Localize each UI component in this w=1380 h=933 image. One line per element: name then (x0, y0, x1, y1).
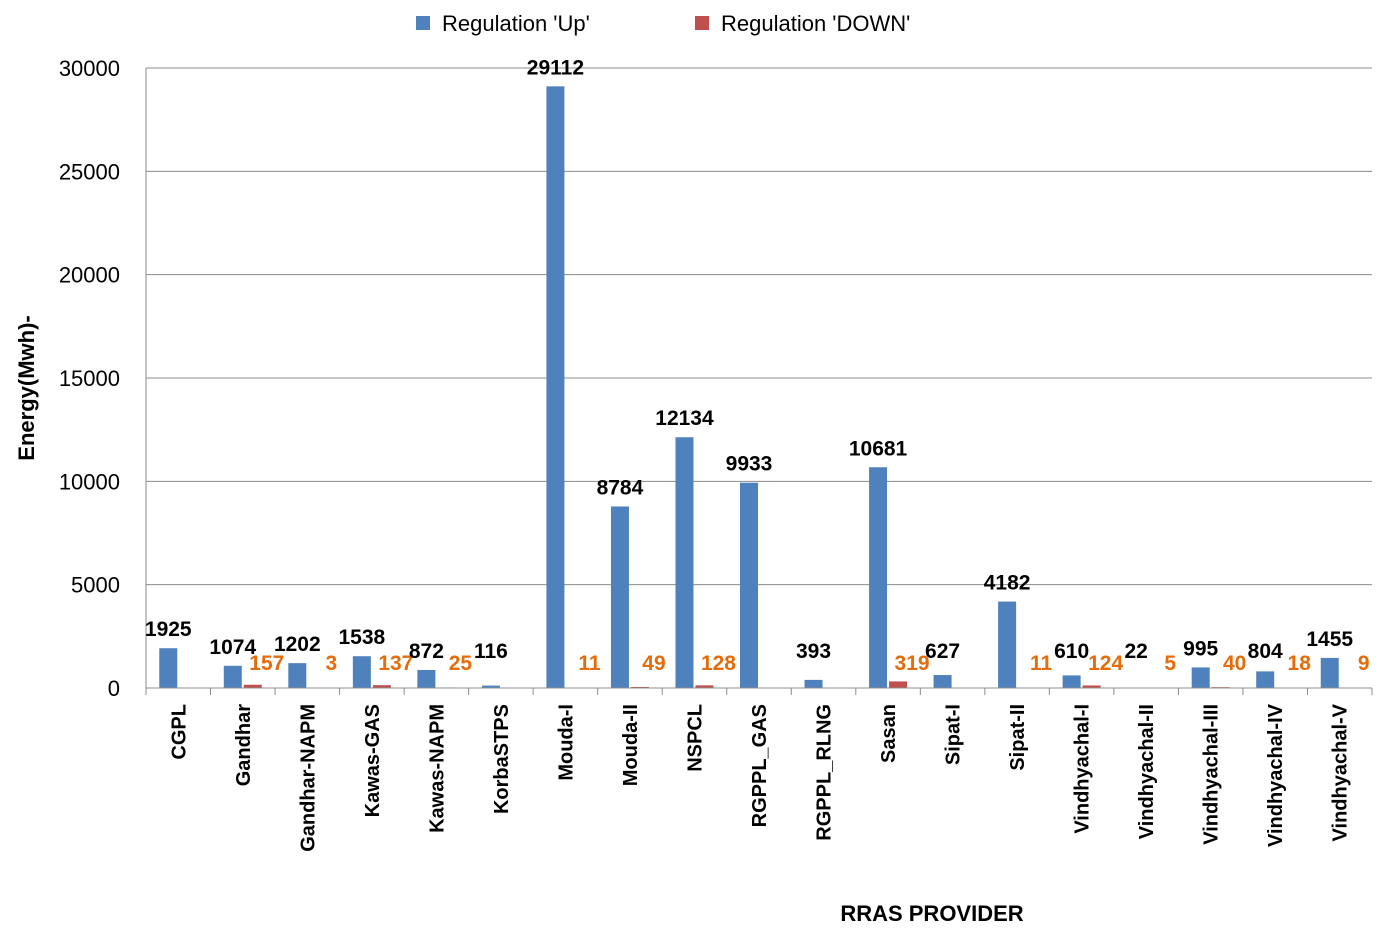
data-label-up: 995 (1183, 637, 1218, 660)
data-label-up: 1925 (145, 618, 192, 641)
data-label-up: 610 (1054, 640, 1089, 663)
x-tick-label: Vindhyachal-III (1201, 704, 1223, 845)
x-tick-label: Sipat-I (943, 704, 965, 765)
data-label-up: 872 (409, 640, 444, 663)
data-label-up: 22 (1124, 640, 1147, 663)
bar-regulation-up (546, 86, 564, 688)
bar-regulation-up (1192, 667, 1210, 688)
legend: Regulation 'Up' Regulation 'DOWN' (416, 11, 910, 36)
bar-regulation-up (1063, 675, 1081, 688)
x-tick-label: Mouda-II (620, 704, 642, 786)
y-tick-label: 5000 (71, 573, 120, 598)
bar-regulation-up (288, 663, 306, 688)
y-tick-label: 0 (108, 676, 120, 701)
data-label-up: 1455 (1306, 628, 1353, 651)
data-label-up: 4182 (984, 572, 1031, 595)
legend-label: Regulation 'DOWN' (721, 11, 910, 36)
x-tick-label: Sipat-II (1007, 704, 1029, 771)
data-label-up: 9933 (726, 453, 773, 476)
y-axis-title: Energy(Mwh)- (14, 315, 39, 460)
bar-regulation-down (889, 681, 907, 688)
legend-swatch (416, 16, 430, 30)
bar-regulation-up (675, 437, 693, 688)
data-label-down: 40 (1223, 652, 1246, 675)
data-label-up: 1202 (274, 633, 321, 656)
x-tick-label: Gandhar (233, 704, 255, 786)
bar-regulation-up (934, 675, 952, 688)
legend-label: Regulation 'Up' (442, 11, 590, 36)
data-label-down: 124 (1088, 652, 1123, 675)
data-label-down: 49 (642, 652, 665, 675)
bar-regulation-up (159, 648, 177, 688)
data-label-up: 627 (925, 640, 960, 663)
x-tick-label: RGPPL_RLNG (814, 704, 836, 841)
x-tick-label: CGPL (168, 704, 190, 760)
x-tick-label: NSPCL (684, 704, 706, 772)
bar-regulation-up (998, 602, 1016, 688)
data-label-down: 11 (1030, 652, 1053, 675)
data-label-up: 8784 (597, 476, 644, 499)
bar-regulation-up (353, 656, 371, 688)
bar-regulation-up (869, 467, 887, 688)
x-tick-label: Vindhyachal-V (1330, 703, 1352, 841)
x-tick-label: Kawas-NAPM (426, 704, 448, 833)
x-tick-label: Sasan (878, 704, 900, 763)
x-tick-label: Mouda-I (555, 704, 577, 781)
legend-swatch (695, 16, 709, 30)
data-label-up: 1538 (338, 626, 385, 649)
y-tick-label: 10000 (59, 469, 120, 494)
data-label-up: 10681 (849, 437, 908, 460)
x-tick-label: Kawas-GAS (362, 704, 384, 817)
data-label-up: 393 (796, 640, 831, 663)
x-tick-label: Vindhyachal-IV (1265, 703, 1287, 847)
bar-regulation-up (1256, 671, 1274, 688)
x-tick-label: Gandhar-NAPM (297, 704, 319, 852)
data-label-down: 3 (325, 652, 337, 675)
data-label-down: 18 (1288, 652, 1312, 675)
data-label-down: 11 (578, 652, 601, 675)
data-label-down: 128 (701, 652, 736, 675)
y-tick-label: 20000 (59, 263, 120, 288)
bar-regulation-up (740, 483, 758, 688)
data-label-up: 12134 (655, 407, 714, 430)
data-label-down: 9 (1358, 652, 1370, 675)
x-axis-title: RRAS PROVIDER (840, 901, 1023, 926)
data-label-down: 5 (1164, 652, 1176, 675)
x-tick-label: RGPPL_GAS (749, 704, 771, 827)
x-tick-label: KorbaSTPS (491, 704, 513, 814)
data-label-up: 116 (474, 640, 508, 663)
bar-regulation-up (611, 506, 629, 688)
x-tick-label: Vindhyachal-I (1072, 704, 1094, 834)
bar-regulation-up (805, 680, 823, 688)
x-tick-label: Vindhyachal-II (1136, 704, 1158, 839)
bar-regulation-up (1321, 658, 1339, 688)
bar-regulation-up (417, 670, 435, 688)
data-label-up: 804 (1248, 640, 1283, 663)
data-label-down: 25 (449, 652, 473, 675)
y-tick-label: 30000 (59, 56, 120, 81)
axes: 0 5000 10000 15000 20000 25000 30000 CGPL Gandha… (59, 56, 1372, 852)
data-label-up: 29112 (527, 56, 584, 79)
y-tick-label: 25000 (59, 159, 120, 184)
bars (159, 86, 1358, 688)
y-tick-label: 15000 (59, 366, 120, 391)
bar-regulation-up (224, 666, 242, 688)
gridlines (146, 68, 1372, 585)
